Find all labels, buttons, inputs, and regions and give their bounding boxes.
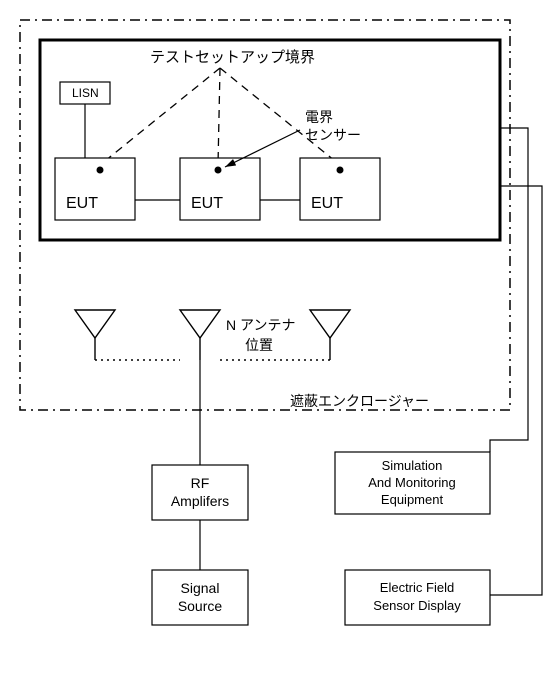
antenna-icon-2 <box>310 310 350 338</box>
dashed-ray-0 <box>100 68 220 165</box>
sim-eq-label-3: Equipment <box>381 492 444 507</box>
sim-eq-label-2: And Monitoring <box>368 475 455 490</box>
eut-label-1: EUT <box>191 195 223 212</box>
rf-amp-label-1: RF <box>191 475 210 491</box>
sensor-label-1: 電界 <box>305 109 333 125</box>
antenna-icon-0 <box>75 310 115 338</box>
enclosure-label: 遮蔽エンクロージャー <box>290 393 429 409</box>
lisn-label: LISN <box>72 86 99 100</box>
dashed-ray-1 <box>218 68 220 165</box>
test-boundary-label: テストセットアップ境界 <box>150 48 315 66</box>
eut-port-dot-0 <box>97 167 104 174</box>
eut-port-dot-2 <box>337 167 344 174</box>
efield-display-label-2: Sensor Display <box>373 598 461 613</box>
eut-label-2: EUT <box>311 195 343 212</box>
sensor-label-2: センサー <box>305 127 361 143</box>
antenna-icon-1 <box>180 310 220 338</box>
efield-display-label-1: Electric Field <box>380 580 454 595</box>
rf-amp-label-2: Amplifers <box>171 493 229 509</box>
antenna-label-1: N アンテナ <box>226 317 295 333</box>
sim-eq-route <box>490 128 528 452</box>
sim-eq-label-1: Simulation <box>382 458 443 473</box>
efield-display-route <box>490 186 542 595</box>
signal-source-label-2: Source <box>178 598 223 614</box>
signal-source-label-1: Signal <box>181 580 220 596</box>
eut-port-dot-1 <box>215 167 222 174</box>
antenna-label-2: 位置 <box>245 337 273 353</box>
sensor-arrow <box>225 130 300 167</box>
eut-label-0: EUT <box>66 195 98 212</box>
